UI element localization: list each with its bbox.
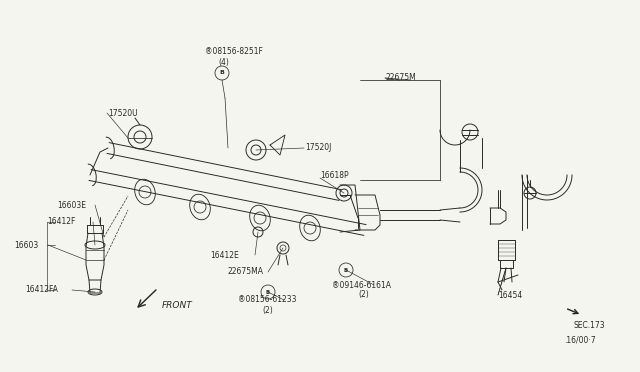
Text: 16412F: 16412F xyxy=(47,218,76,227)
Text: 16412E: 16412E xyxy=(210,250,239,260)
Text: 16454: 16454 xyxy=(498,291,522,299)
Text: B: B xyxy=(220,71,225,76)
Text: B: B xyxy=(344,267,348,273)
Text: ®08156-8251F: ®08156-8251F xyxy=(205,48,263,57)
Text: 16603: 16603 xyxy=(14,241,38,250)
Text: ®08156-61233: ®08156-61233 xyxy=(238,295,296,305)
Text: (2): (2) xyxy=(262,305,273,314)
Text: 16603E: 16603E xyxy=(57,201,86,209)
Text: (4): (4) xyxy=(218,58,229,67)
Text: SEC.173: SEC.173 xyxy=(574,321,605,330)
Text: (2): (2) xyxy=(358,291,369,299)
Text: 16412FA: 16412FA xyxy=(25,285,58,295)
Text: B: B xyxy=(266,289,270,295)
Text: 22675M: 22675M xyxy=(385,74,416,83)
Text: 17520U: 17520U xyxy=(108,109,138,118)
Text: 17520J: 17520J xyxy=(305,144,332,153)
Text: 16618P: 16618P xyxy=(320,170,349,180)
Text: .16/00·7: .16/00·7 xyxy=(564,336,596,344)
Text: FRONT: FRONT xyxy=(162,301,193,310)
Text: ®09146-6161A: ®09146-6161A xyxy=(332,280,391,289)
Text: 22675MA: 22675MA xyxy=(228,267,264,276)
